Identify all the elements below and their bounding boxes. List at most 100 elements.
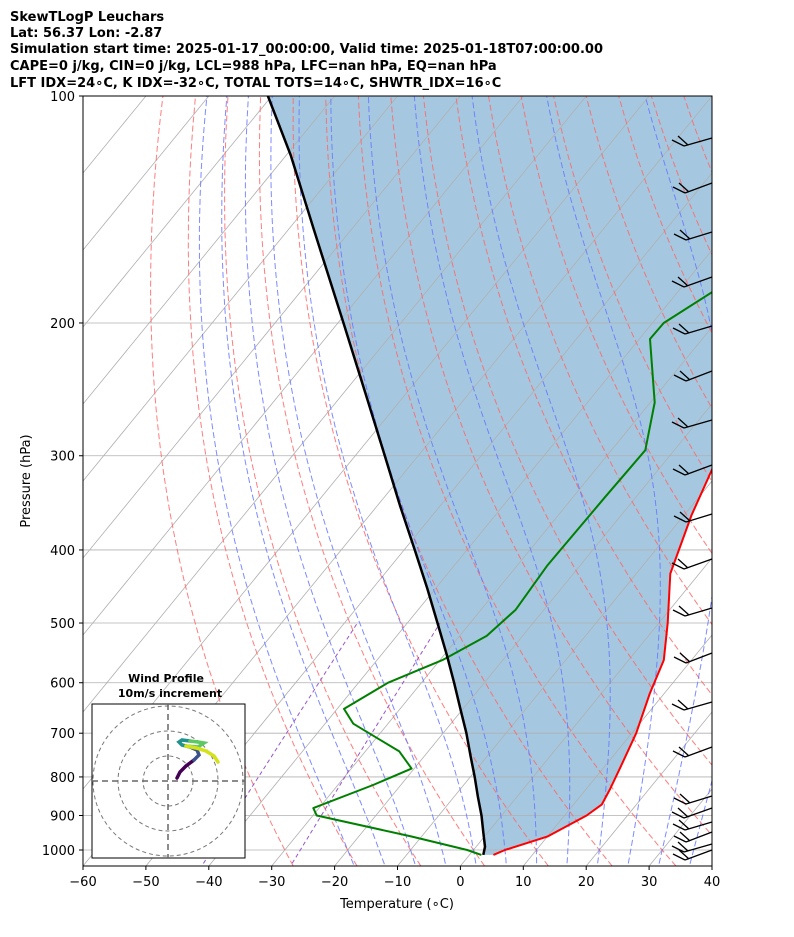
isotherm-line: [83, 96, 587, 713]
wind-barb: [683, 419, 713, 429]
wind-barb-flag: [677, 558, 689, 569]
dry-adiabat: [488, 96, 712, 626]
dry-adiabat: [187, 96, 358, 866]
wind-barb-flag: [679, 831, 691, 842]
moist-adiabat: [367, 96, 538, 866]
isotherm-line: [397, 480, 712, 866]
wind-barb-flag: [671, 280, 685, 288]
y-tick-label: 1000: [42, 844, 75, 859]
wind-barb-flag: [677, 417, 689, 428]
dry-adiabat: [150, 96, 294, 866]
dry-adiabat: [422, 96, 712, 766]
dry-adiabat: [553, 96, 712, 483]
dry-adiabat: [716, 96, 794, 866]
wind-barb-flag: [672, 609, 686, 617]
y-axis-label: Pressure (hPa): [19, 434, 34, 527]
wind-barb: [685, 370, 713, 382]
x-tick-label: −20: [321, 875, 348, 890]
moist-adiabat: [270, 96, 447, 866]
wind-barb: [683, 276, 713, 288]
parcel-line: [266, 96, 487, 856]
y-tick-label: 200: [50, 317, 75, 332]
wind-barb: [684, 849, 713, 861]
x-tick-label: −10: [384, 875, 411, 890]
wind-barb: [685, 513, 713, 523]
moist-adiabat: [644, 96, 712, 866]
wind-barb-flag: [673, 515, 687, 523]
temperature-parcel-shading: [267, 96, 712, 855]
isotherm-line: [522, 634, 712, 866]
temperature-line: [493, 467, 712, 856]
wind-barb-flag: [677, 276, 689, 287]
wind-barb: [685, 795, 713, 805]
wind-barb-flag: [672, 327, 686, 335]
wind-barb-flag: [679, 229, 691, 240]
wind-barb: [683, 701, 713, 711]
y-tick-label: 500: [50, 617, 75, 632]
wind-barb-flag: [678, 605, 690, 616]
wind-barb: [684, 182, 713, 194]
wind-barb: [685, 831, 713, 843]
isotherm-line: [763, 62, 794, 882]
hodograph-trace: [175, 758, 196, 780]
x-tick-label: 10: [515, 875, 532, 890]
x-tick-label: 30: [641, 875, 658, 890]
y-tick-label: 800: [50, 771, 75, 786]
wind-barb-flag: [673, 835, 687, 843]
inset-title: Wind Profile: [128, 672, 204, 685]
header-location: Lat: 56.37 Lon: -2.87: [10, 26, 162, 41]
moist-adiabat: [716, 96, 794, 881]
wind-barb-flag: [673, 656, 687, 664]
wind-barb: [684, 464, 713, 476]
x-axis: −60 −50 −40 −30 −20 −10 0 10 20 30 40: [69, 866, 720, 890]
x-tick-label: −40: [195, 875, 222, 890]
wind-barb: [684, 746, 713, 758]
x-tick-label: −60: [69, 875, 96, 890]
wind-barb-flag: [677, 807, 689, 818]
mixing-ratio-line: [290, 622, 441, 866]
wind-barb-flag: [671, 562, 685, 570]
dry-adiabat: [258, 96, 486, 866]
dry-adiabat: [455, 96, 712, 696]
isotherm-line: [334, 403, 712, 866]
wind-barb: [684, 607, 713, 617]
chart-header: SkewTLogP Leuchars Lat: 56.37 Lon: -2.87…: [10, 10, 603, 91]
dry-adiabat: [357, 96, 677, 866]
wind-barb-flag: [678, 849, 690, 860]
header-indices: LFT IDX=24∘C, K IDX=-32∘C, TOTAL TOTS=14…: [10, 76, 501, 91]
moist-adiabat: [546, 96, 661, 866]
y-tick-label: 400: [50, 544, 75, 559]
isotherm-line: [271, 326, 712, 866]
wind-barb-flag: [679, 370, 691, 381]
dry-adiabat: [749, 96, 794, 866]
x-axis-label: Temperature (∘C): [339, 897, 454, 912]
wind-barb: [684, 325, 713, 335]
isotherm-line: [83, 96, 273, 328]
wind-barb-flag: [673, 374, 687, 382]
wind-barb: [683, 558, 713, 570]
wind-barb: [683, 137, 713, 147]
x-tick-label: 20: [578, 875, 595, 890]
hodograph-trace: [184, 744, 220, 764]
x-tick-label: −30: [258, 875, 285, 890]
wind-barb-flag: [679, 652, 691, 663]
header-cape: CAPE=0 j/kg, CIN=0 j/kg, LCL=988 hPa, LF…: [10, 59, 497, 74]
wind-barb-flag: [678, 464, 690, 475]
wind-barb: [684, 821, 713, 831]
moist-adiabat: [198, 96, 355, 866]
isotherm-line: [711, 865, 712, 866]
y-tick-label: 300: [50, 450, 75, 465]
x-tick-label: 40: [704, 875, 721, 890]
y-tick-label: 900: [50, 809, 75, 824]
wind-barb-flag: [672, 853, 686, 861]
wind-barb-flag: [678, 819, 690, 830]
wind-barb-flag: [672, 186, 686, 194]
wind-barb-flag: [679, 511, 691, 522]
wind-barb: [685, 652, 713, 664]
wind-barb-flag: [671, 811, 685, 819]
wind-barb: [685, 231, 713, 241]
dewpoint-line: [312, 290, 712, 856]
isotherm-line: [83, 96, 399, 482]
dry-adiabat: [292, 96, 549, 866]
